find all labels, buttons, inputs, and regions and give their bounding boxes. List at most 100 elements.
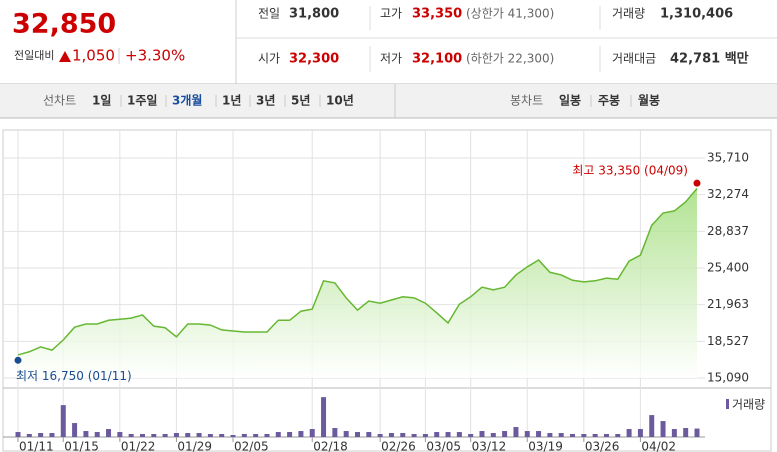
tab-bar xyxy=(0,84,777,118)
tab-group-label: 선차트 xyxy=(43,94,76,108)
tab[interactable]: 월봉 xyxy=(638,93,660,108)
volume-bar xyxy=(490,433,496,437)
volume-bar xyxy=(434,432,440,437)
volume-bar xyxy=(536,431,542,437)
volume-bar xyxy=(207,434,213,437)
volume-bar xyxy=(241,434,247,437)
stat-label: 고가 xyxy=(380,7,402,21)
tab[interactable]: 10년 xyxy=(326,94,354,108)
volume-bar xyxy=(660,421,666,437)
volume-bar xyxy=(513,427,519,437)
volume-bar xyxy=(128,434,134,437)
x-tick-label: 03/19 xyxy=(528,440,563,452)
y-tick-label: 18,527 xyxy=(707,334,749,348)
volume-bar xyxy=(581,434,587,437)
x-tick-label: 03/26 xyxy=(585,440,620,452)
x-tick-label: 01/29 xyxy=(177,440,212,452)
x-tick-label: 02/18 xyxy=(313,440,348,452)
tab-group-label: 봉차트 xyxy=(510,94,543,108)
tab[interactable]: 5년 xyxy=(291,94,310,108)
volume-bar xyxy=(388,433,394,437)
volume-bar xyxy=(139,434,145,437)
volume-bar xyxy=(60,405,66,437)
stat-value: 1,310,406 xyxy=(660,7,733,22)
volume-bar xyxy=(264,434,270,437)
stat-value: 32,300 xyxy=(289,52,339,67)
change-label: 전일대비 xyxy=(14,48,54,62)
volume-bar xyxy=(637,429,643,437)
chart-frame xyxy=(2,129,772,452)
header-bg xyxy=(0,0,777,84)
stat-label: 시가 xyxy=(258,52,280,66)
tab[interactable]: 3년 xyxy=(256,94,275,108)
y-tick-label: 25,400 xyxy=(707,261,749,275)
tab[interactable]: 1년 xyxy=(222,94,241,108)
stat-note: (상한가 41,300) xyxy=(466,7,554,21)
volume-bar xyxy=(502,431,508,437)
volume-bar xyxy=(479,431,485,437)
volume-bar xyxy=(196,433,202,437)
volume-bar xyxy=(626,429,632,437)
x-tick-label: 01/11 xyxy=(19,440,54,452)
tab[interactable]: 3개월 xyxy=(172,93,202,108)
stat-value: 42,781 백만 xyxy=(670,51,749,67)
volume-bar xyxy=(558,433,564,437)
legend-swatch xyxy=(726,399,729,409)
volume-bar xyxy=(332,428,338,437)
tab[interactable]: 주봉 xyxy=(598,94,620,108)
volume-bar xyxy=(615,434,621,437)
x-tick-label: 01/15 xyxy=(64,440,99,452)
area xyxy=(18,188,697,378)
change-pct: +3.30% xyxy=(125,47,185,65)
y-tick-label: 32,274 xyxy=(707,187,749,201)
price: 32,850 xyxy=(12,9,116,40)
stat-label: 저가 xyxy=(380,52,402,66)
y-tick-label: 15,090 xyxy=(707,371,749,385)
volume-bar xyxy=(366,432,372,437)
volume-bar xyxy=(343,431,349,437)
x-tick-label: 04/02 xyxy=(641,440,676,452)
volume-bar xyxy=(592,434,598,437)
stat-value: 33,350 xyxy=(412,7,462,22)
x-tick-label: 03/05 xyxy=(426,440,461,452)
volume-bar xyxy=(649,415,655,437)
volume-bar xyxy=(173,433,179,437)
tab[interactable]: 1일 xyxy=(92,94,111,108)
volume-bar xyxy=(411,434,417,437)
legend-label: 거래량 xyxy=(732,398,765,412)
volume-bar xyxy=(230,435,236,437)
stat-value: 31,800 xyxy=(289,7,339,22)
volume-bar xyxy=(377,434,383,437)
volume-bar xyxy=(603,434,609,437)
stat-label: 거래대금 xyxy=(612,52,656,66)
annotation-point xyxy=(14,356,22,364)
volume-bar xyxy=(547,433,553,437)
stat-note: (하한가 22,300) xyxy=(466,52,554,66)
volume-bar xyxy=(524,431,530,437)
y-tick-label: 21,963 xyxy=(707,297,749,311)
annotation: 최고 33,350 (04/09) xyxy=(572,164,688,178)
price-line xyxy=(17,188,698,356)
volume-bar xyxy=(72,423,78,437)
volume-bar xyxy=(15,432,21,437)
x-tick-label: 02/26 xyxy=(381,440,416,452)
volume-bar xyxy=(151,434,157,437)
volume-bar xyxy=(445,432,451,437)
volume-bar xyxy=(400,433,406,437)
tab[interactable]: 일봉 xyxy=(559,94,581,108)
volume-bar xyxy=(456,432,462,437)
volume-bar xyxy=(253,434,259,437)
volume-bar xyxy=(321,397,327,437)
volume-bar xyxy=(38,433,44,437)
stat-value: 32,100 xyxy=(412,52,462,67)
tab[interactable]: 1주일 xyxy=(127,94,157,108)
volume-bar xyxy=(570,434,576,437)
volume-bar xyxy=(422,434,428,437)
y-tick-label: 35,710 xyxy=(707,151,749,165)
volume-bar xyxy=(49,433,55,437)
annotation: 최저 16,750 (01/11) xyxy=(16,369,132,383)
x-tick-label: 01/22 xyxy=(121,440,156,452)
x-tick-label: 03/12 xyxy=(472,440,507,452)
volume-bar xyxy=(117,432,123,437)
